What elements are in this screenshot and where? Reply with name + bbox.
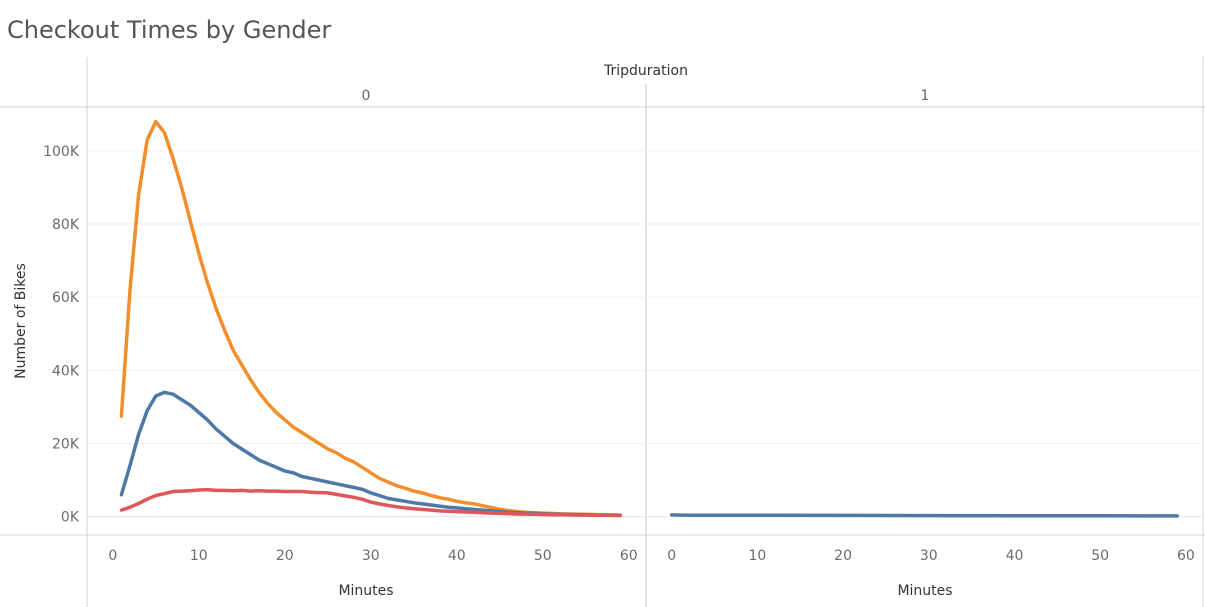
y-tick-label: 40K <box>52 363 80 379</box>
y-tick-label: 0K <box>61 510 80 526</box>
series-line-2-pane-0 <box>119 487 622 518</box>
x-tick-label-pane-0: 60 <box>620 548 638 564</box>
x-tick-label-pane-0: 30 <box>362 548 380 564</box>
x-axis-title-pane-0: Minutes <box>338 583 393 599</box>
x-tick-label-pane-1: 10 <box>748 548 766 564</box>
y-tick-label: 20K <box>52 437 80 453</box>
x-tick-label-pane-0: 40 <box>448 548 466 564</box>
series-line-0-pane-0 <box>119 119 622 517</box>
series-line-1-pane-1 <box>669 513 1180 518</box>
x-tick-label-pane-1: 30 <box>920 548 938 564</box>
x-tick-label-pane-0: 50 <box>534 548 552 564</box>
y-axis-title: Number of Bikes <box>13 263 29 379</box>
x-tick-label-pane-1: 40 <box>1006 548 1024 564</box>
pane-header-0: 0 <box>362 88 371 104</box>
y-tick-label: 60K <box>52 290 80 306</box>
x-tick-label-pane-0: 10 <box>190 548 208 564</box>
x-axis-ticks: 0 10 20 30 40 50 60 0 10 20 30 40 50 60 <box>108 548 1194 564</box>
series-lines <box>119 119 1180 518</box>
gridlines <box>87 150 1203 518</box>
x-tick-label-pane-1: 50 <box>1091 548 1109 564</box>
y-tick-label: 80K <box>52 217 80 233</box>
x-tick-label-pane-1: 0 <box>667 548 676 564</box>
chart-frame <box>0 57 1205 607</box>
chart-title: Checkout Times by Gender <box>7 16 331 44</box>
x-tick-label-pane-1: 60 <box>1177 548 1195 564</box>
x-tick-label-pane-0: 0 <box>108 548 117 564</box>
x-tick-label-pane-0: 20 <box>276 548 294 564</box>
series-line-1-pane-0 <box>119 390 622 518</box>
column-header: Tripduration <box>603 63 688 79</box>
y-axis-ticks: 0K 20K 40K 60K 80K 100K <box>43 144 80 526</box>
x-tick-label-pane-1: 20 <box>834 548 852 564</box>
x-axis-title-pane-1: Minutes <box>897 583 952 599</box>
y-tick-label: 100K <box>43 144 80 160</box>
pane-header-1: 1 <box>921 88 930 104</box>
